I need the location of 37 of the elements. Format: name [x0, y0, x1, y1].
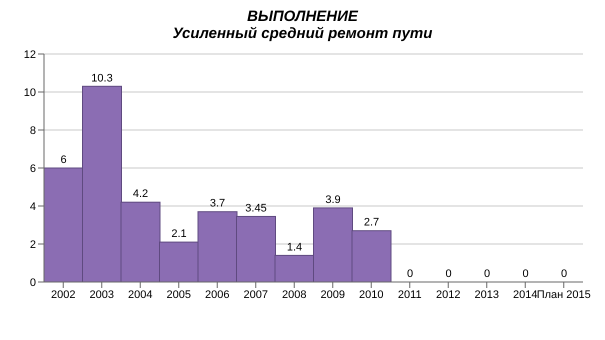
chart-title: ВЫПОЛНЕНИЕ	[246, 8, 360, 25]
y-tick-label: 4	[30, 200, 36, 213]
y-tick-label: 8	[30, 124, 36, 137]
y-tick-label: 10	[24, 86, 36, 99]
x-tick-label: 2008	[282, 288, 306, 301]
data-label: 3.7	[210, 198, 226, 210]
y-tick-label: 6	[30, 162, 36, 175]
x-tick-label: 2004	[128, 288, 152, 301]
x-tick-label: 2014	[513, 288, 538, 301]
x-tick-label: 2002	[51, 288, 76, 301]
x-tick-label: 2011	[398, 288, 422, 301]
data-label: 6	[60, 154, 67, 166]
x-tick-label: 2003	[90, 288, 114, 301]
data-label: 2.7	[364, 216, 380, 229]
x-tick-label: 2010	[359, 288, 384, 301]
data-label: 4.2	[132, 188, 148, 200]
y-tick-label: 12	[24, 48, 36, 61]
x-tick-label: 2007	[244, 288, 268, 301]
data-label: 2.1	[171, 228, 187, 240]
y-tick-label: 0	[30, 276, 36, 289]
x-tick-label: План 2015	[536, 288, 591, 301]
x-tick-label: 2005	[166, 288, 191, 301]
data-label: 3.45	[245, 202, 267, 214]
data-label: 0	[445, 268, 452, 280]
data-label: 0	[560, 268, 568, 280]
y-tick-label: 2	[30, 238, 36, 251]
x-tick-label: 2013	[474, 288, 499, 301]
data-label: 3.9	[325, 194, 341, 206]
data-label: 0	[484, 268, 490, 280]
chart-subtitle: Усиленный средний ремонт пути	[172, 25, 434, 42]
data-label: 0	[406, 268, 414, 280]
x-tick-label: 2009	[320, 288, 345, 301]
data-label: 10.3	[91, 72, 113, 84]
x-tick-label: 2012	[436, 288, 460, 301]
data-label: 0	[522, 268, 529, 280]
data-label: 1.4	[286, 241, 302, 254]
x-tick-label: 2006	[205, 288, 230, 301]
